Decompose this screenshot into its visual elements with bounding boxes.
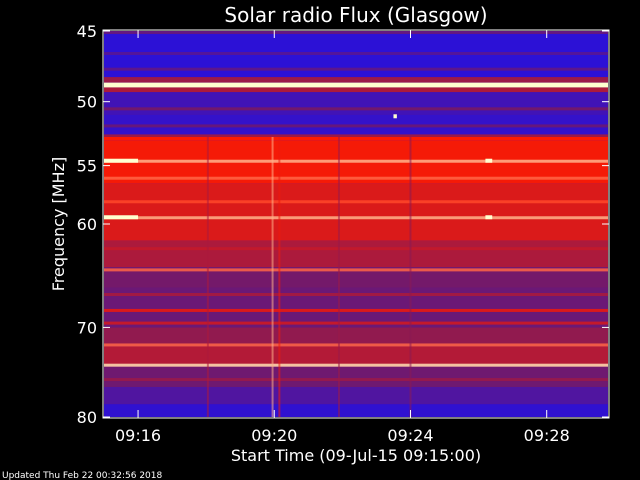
emission-line-8 <box>104 247 608 251</box>
burst-spike-3 <box>337 136 340 417</box>
emission-line-5 <box>104 176 608 180</box>
emission-line-11 <box>104 308 608 312</box>
x-tick-label-1: 09:20 <box>251 426 297 445</box>
band-8 <box>104 136 608 141</box>
band-15 <box>104 346 608 367</box>
x-tick-label-0: 09:16 <box>115 426 161 445</box>
emission-line-3 <box>104 124 608 128</box>
x-axis-label: Start Time (09-Jul-15 09:15:00) <box>231 446 481 465</box>
bright-patch-4 <box>393 114 397 119</box>
y-tick-label-70: 70 <box>77 318 97 337</box>
bright-patch-0 <box>104 158 139 163</box>
bright-patch-1 <box>104 215 139 220</box>
emission-line-14 <box>104 363 608 367</box>
updated-timestamp: Updated Thu Feb 22 00:32:56 2018 <box>2 471 163 480</box>
bright-patch-3 <box>485 215 493 220</box>
chart-title: Solar radio Flux (Glasgow) <box>224 3 487 27</box>
band-0 <box>104 31 608 34</box>
band-17 <box>104 386 608 405</box>
y-tick-label-60: 60 <box>77 215 97 234</box>
burst-spike-2 <box>206 136 209 417</box>
burst-spike-1 <box>278 136 281 417</box>
band-16 <box>104 366 608 387</box>
x-tick-label-3: 09:28 <box>524 426 570 445</box>
plot-area <box>104 31 608 417</box>
y-axis: 45 50 55 60 70 80 <box>77 22 609 427</box>
emission-line-10 <box>104 293 608 297</box>
emission-line-9 <box>104 268 608 272</box>
x-axis: 09:16 09:20 09:24 09:28 <box>115 30 570 445</box>
band-10 <box>104 183 608 241</box>
emission-line-1 <box>104 67 608 71</box>
y-tick-label-45: 45 <box>77 22 97 41</box>
x-tick-label-2: 09:24 <box>387 426 433 445</box>
emission-line-13 <box>104 343 608 347</box>
emission-line-15 <box>104 378 608 382</box>
burst-spike-0 <box>271 136 274 417</box>
emission-line-2 <box>104 107 608 111</box>
emission-line-6 <box>104 200 608 204</box>
emission-line-12 <box>104 321 608 325</box>
band-14 <box>104 327 608 347</box>
burst-spike-4 <box>409 136 412 417</box>
emission-line-7 <box>104 216 608 220</box>
band-4 <box>104 87 608 93</box>
band-3 <box>104 82 608 88</box>
band-12 <box>104 267 608 288</box>
band-11 <box>104 240 608 268</box>
band-5 <box>104 92 608 115</box>
emission-line-4 <box>104 159 608 163</box>
band-2 <box>104 77 608 83</box>
band-7 <box>104 134 608 137</box>
y-tick-label-50: 50 <box>77 93 97 112</box>
y-axis-label: Frequency [MHz] <box>49 157 68 291</box>
emission-line-0 <box>104 51 608 55</box>
y-tick-label-80: 80 <box>77 408 97 427</box>
band-18 <box>104 404 608 417</box>
y-tick-label-55: 55 <box>77 157 97 176</box>
bright-patch-2 <box>485 158 493 163</box>
